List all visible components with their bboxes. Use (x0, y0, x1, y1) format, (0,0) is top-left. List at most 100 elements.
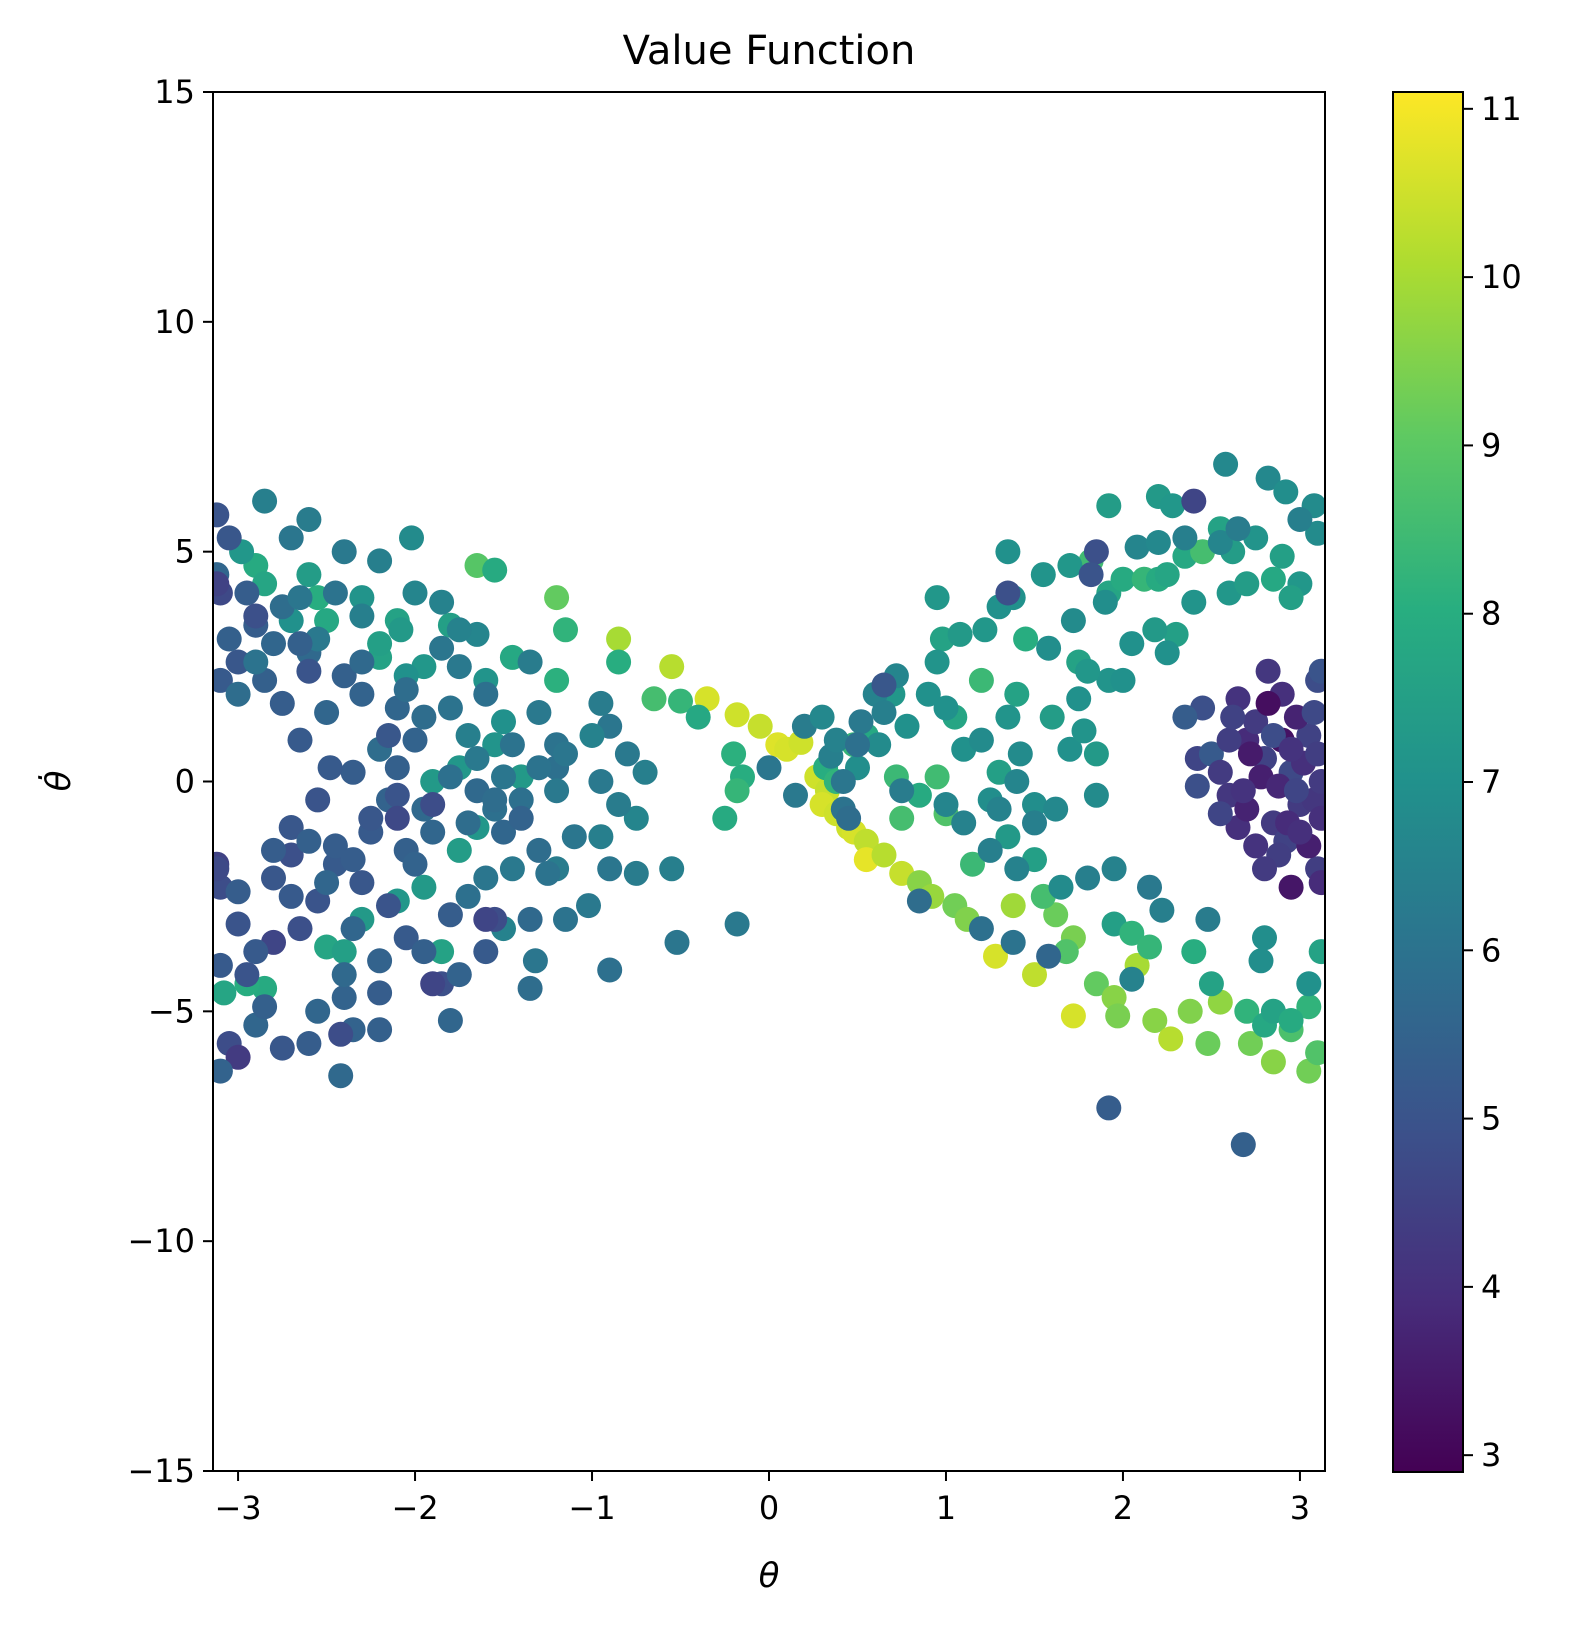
scatter-point (1195, 1031, 1221, 1056)
scatter-point (213, 1058, 233, 1084)
scatter-point (1255, 690, 1281, 716)
scatter-point (367, 1017, 393, 1043)
scatter-point (376, 723, 401, 748)
scatter-point (225, 911, 251, 937)
scatter-point (331, 663, 357, 689)
scatter-point (1207, 801, 1233, 827)
y-axis-ticks: −15 −10 −5 0 5 10 15 (127, 73, 213, 1490)
scatter-point (491, 819, 516, 845)
scatter-point (553, 741, 578, 767)
scatter-point (473, 939, 499, 965)
scatter-point (588, 690, 614, 716)
scatter-point (225, 879, 251, 905)
scatter-point (579, 723, 605, 748)
scatter-point (1039, 704, 1065, 730)
scatter-point (411, 704, 437, 730)
colorbar-tick-label: 6 (1481, 931, 1501, 969)
scatter-point (243, 649, 269, 675)
scatter-point (1308, 769, 1325, 794)
scatter-point (1248, 948, 1274, 974)
scatter-point (1255, 465, 1281, 491)
colorbar-ticks: 3 4 5 6 7 8 9 10 11 (1463, 90, 1522, 1474)
scatter-point (499, 732, 525, 758)
plot-frame (212, 91, 1326, 1472)
scatter-point (1083, 971, 1109, 997)
scatter-point (986, 796, 1012, 822)
scatter-point (1119, 966, 1145, 992)
scatter-point (544, 667, 570, 693)
scatter-point (871, 842, 897, 868)
colorbar-tick-label: 5 (1481, 1100, 1501, 1138)
scatter-point (1043, 902, 1069, 928)
scatter-point (322, 833, 348, 859)
scatter-point (305, 787, 331, 813)
scatter-point (576, 893, 601, 919)
scatter-point (1278, 736, 1304, 762)
scatter-point (977, 837, 1003, 863)
scatter-point (623, 860, 649, 886)
scatter-point (783, 782, 808, 808)
scatter-point (508, 805, 534, 831)
scatter-point (1237, 741, 1263, 767)
scatter-point (995, 824, 1021, 850)
scatter-point (517, 906, 543, 932)
scatter-point (287, 916, 313, 942)
scatter-point (853, 828, 879, 854)
scatter-point (724, 702, 750, 728)
scatter-point (1301, 700, 1325, 725)
scatter-point (499, 856, 525, 882)
scatter-point (1181, 589, 1207, 615)
scatter-point (278, 883, 304, 909)
scatter-point (437, 764, 463, 790)
scatter-point (216, 626, 242, 652)
scatter-point (340, 847, 366, 873)
scatter-point (278, 525, 304, 551)
scatter-point (641, 686, 667, 712)
scatter-point (1066, 686, 1092, 712)
scatter-point (1022, 810, 1047, 836)
scatter-point (1004, 769, 1030, 794)
scatter-point (1287, 507, 1313, 532)
scatter-point (894, 713, 920, 739)
scatter-point (1007, 741, 1033, 767)
x-axis-label: θ (759, 1556, 780, 1596)
scatter-point (349, 870, 375, 896)
x-tick-label: 1 (936, 1489, 956, 1527)
scatter-point (1092, 589, 1118, 615)
colorbar-tick-label: 7 (1481, 763, 1501, 801)
x-tick-label: 2 (1113, 1489, 1133, 1527)
x-tick-label: −3 (214, 1489, 261, 1527)
scatter-point (340, 759, 366, 785)
scatter-point (243, 939, 269, 965)
scatter-point (305, 998, 331, 1024)
scatter-point (1305, 1040, 1325, 1066)
scatter-point (1142, 1008, 1168, 1033)
y-tick-label: −5 (148, 992, 195, 1030)
x-tick-label: 0 (759, 1489, 779, 1527)
scatter-point (947, 621, 973, 647)
x-tick-label: 3 (1290, 1489, 1310, 1527)
scatter-point (1124, 534, 1150, 560)
y-axis-label: θ̇ (38, 770, 79, 791)
scatter-point (1071, 718, 1097, 744)
scatter-point (446, 654, 472, 680)
scatter-point (296, 658, 322, 684)
scatter-point (1260, 723, 1286, 748)
scatter-point (845, 732, 870, 758)
scatter-point (1308, 805, 1325, 831)
scatter-point (252, 488, 278, 514)
scatter-point (234, 580, 260, 606)
scatter-point (995, 704, 1021, 730)
scatter-point (544, 585, 570, 611)
scatter-point (1036, 943, 1062, 969)
scatter-point (287, 585, 313, 611)
scatter-point (269, 1035, 295, 1061)
scatter-point (328, 1021, 354, 1047)
scatter-point (1096, 1095, 1122, 1121)
scatter-point (1145, 530, 1171, 555)
colorbar-tick-label: 3 (1481, 1436, 1501, 1474)
scatter-point (1030, 562, 1056, 588)
scatter-point (623, 805, 649, 831)
scatter-point (526, 700, 552, 725)
scatter-point (668, 688, 693, 714)
